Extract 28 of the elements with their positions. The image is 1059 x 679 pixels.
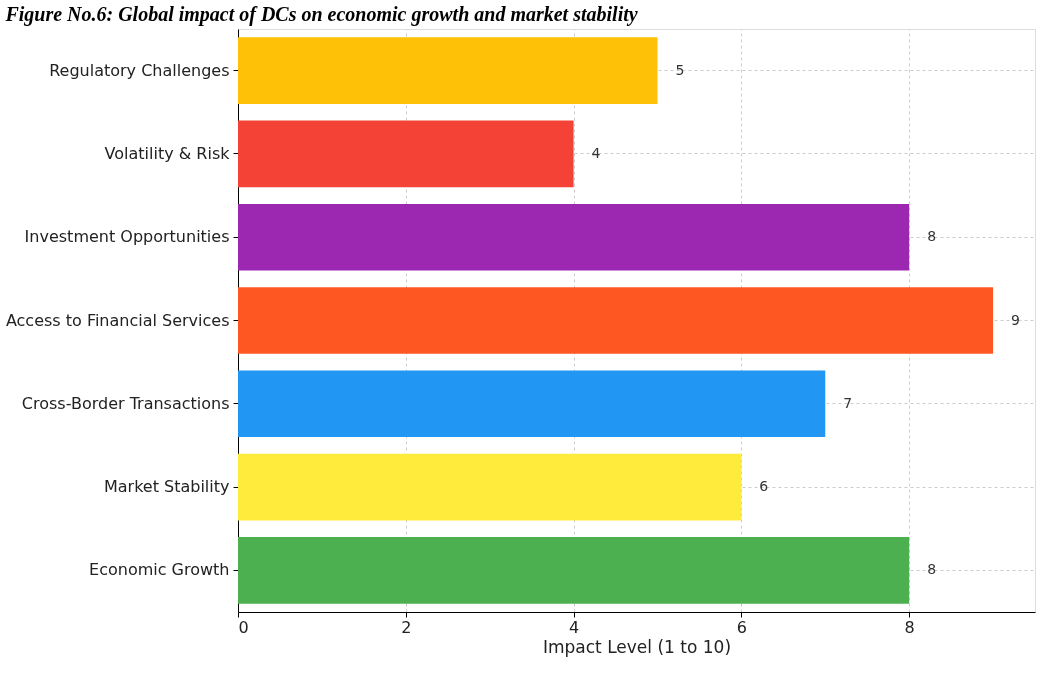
bar bbox=[238, 287, 994, 354]
data-label: 8 bbox=[927, 228, 937, 245]
data-label: 6 bbox=[759, 478, 769, 495]
y-tick-label: Investment Opportunities bbox=[24, 227, 230, 247]
x-tick-label: 8 bbox=[904, 617, 915, 637]
data-label: 8 bbox=[927, 561, 937, 578]
data-label: 4 bbox=[591, 144, 601, 161]
chart-title: Figure No.6: Global impact of DCs on economic growth and market stability bbox=[4, 3, 638, 26]
data-label: 5 bbox=[675, 61, 685, 78]
data-label: 7 bbox=[843, 394, 853, 411]
x-tick-label: 2 bbox=[401, 617, 412, 637]
y-tick-label: Economic Growth bbox=[89, 560, 230, 580]
bar bbox=[238, 370, 826, 438]
y-tick-label: Market Stability bbox=[103, 477, 230, 497]
x-tick-label: 0 bbox=[238, 617, 249, 637]
y-tick-label: Regulatory Challenges bbox=[49, 60, 230, 80]
bar bbox=[238, 453, 742, 521]
bar bbox=[238, 203, 910, 271]
data-label: 9 bbox=[1011, 311, 1020, 328]
y-tick-label: Access to Financial Services bbox=[5, 310, 230, 330]
bar bbox=[238, 120, 574, 188]
y-tick-label: Volatility & Risk bbox=[104, 143, 231, 163]
x-tick-label: 4 bbox=[568, 617, 580, 637]
x-axis-title: Impact Level (1 to 10) bbox=[542, 636, 732, 657]
bar bbox=[238, 537, 910, 604]
bar bbox=[238, 37, 658, 104]
y-tick-label: Cross-Border Transactions bbox=[21, 393, 230, 413]
x-tick-label: 6 bbox=[736, 617, 747, 637]
